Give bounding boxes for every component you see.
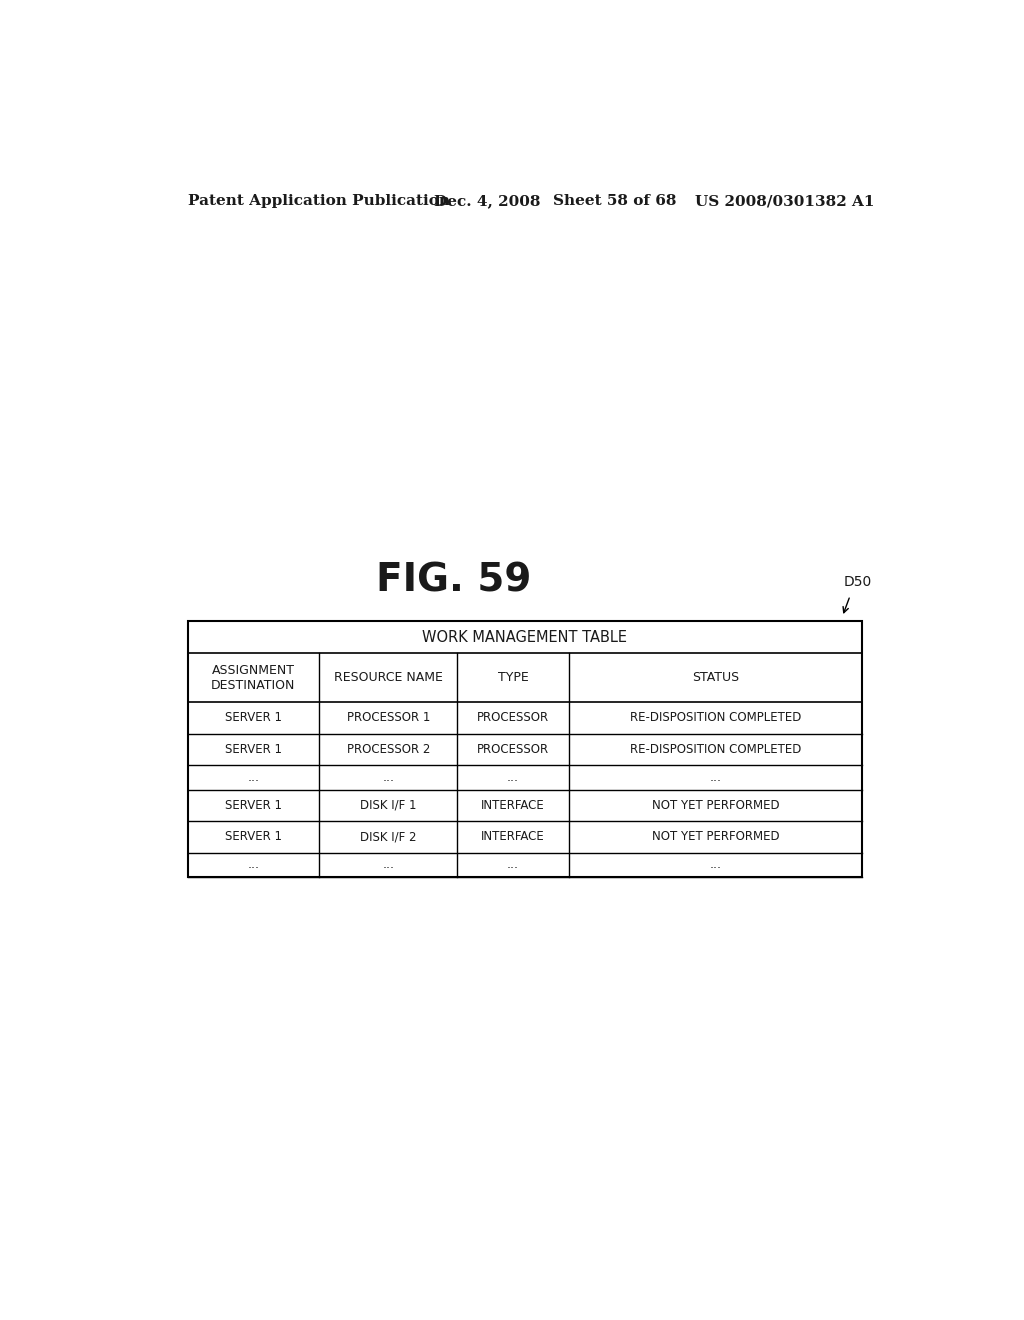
Text: NOT YET PERFORMED: NOT YET PERFORMED [651, 830, 779, 843]
Text: STATUS: STATUS [692, 672, 739, 684]
Text: ...: ... [247, 858, 259, 871]
Bar [187, 620, 862, 876]
Text: WORK MANAGEMENT TABLE: WORK MANAGEMENT TABLE [422, 630, 628, 644]
Text: SERVER 1: SERVER 1 [225, 711, 282, 725]
Text: PROCESSOR 1: PROCESSOR 1 [346, 711, 430, 725]
Text: SERVER 1: SERVER 1 [225, 830, 282, 843]
Text: NOT YET PERFORMED: NOT YET PERFORMED [651, 799, 779, 812]
Text: FIG. 59: FIG. 59 [376, 561, 531, 599]
Text: RE-DISPOSITION COMPLETED: RE-DISPOSITION COMPLETED [630, 743, 801, 756]
Text: ...: ... [507, 771, 519, 784]
Text: ...: ... [710, 858, 721, 871]
Text: SERVER 1: SERVER 1 [225, 743, 282, 756]
Text: INTERFACE: INTERFACE [481, 799, 545, 812]
Text: ...: ... [382, 771, 394, 784]
Text: ...: ... [507, 858, 519, 871]
Text: Patent Application Publication: Patent Application Publication [187, 194, 450, 209]
Text: PROCESSOR 2: PROCESSOR 2 [346, 743, 430, 756]
Text: US 2008/0301382 A1: US 2008/0301382 A1 [695, 194, 874, 209]
Text: INTERFACE: INTERFACE [481, 830, 545, 843]
Text: D50: D50 [844, 576, 872, 589]
Text: PROCESSOR: PROCESSOR [477, 743, 549, 756]
Text: RE-DISPOSITION COMPLETED: RE-DISPOSITION COMPLETED [630, 711, 801, 725]
Text: Sheet 58 of 68: Sheet 58 of 68 [553, 194, 676, 209]
Text: ...: ... [710, 771, 721, 784]
Text: DISK I/F 2: DISK I/F 2 [360, 830, 417, 843]
Text: Dec. 4, 2008: Dec. 4, 2008 [433, 194, 540, 209]
Text: TYPE: TYPE [498, 672, 528, 684]
Text: RESOURCE NAME: RESOURCE NAME [334, 672, 442, 684]
Text: PROCESSOR: PROCESSOR [477, 711, 549, 725]
Text: ...: ... [382, 858, 394, 871]
Text: SERVER 1: SERVER 1 [225, 799, 282, 812]
Text: ASSIGNMENT
DESTINATION: ASSIGNMENT DESTINATION [211, 664, 296, 692]
Text: ...: ... [247, 771, 259, 784]
Text: DISK I/F 1: DISK I/F 1 [360, 799, 417, 812]
